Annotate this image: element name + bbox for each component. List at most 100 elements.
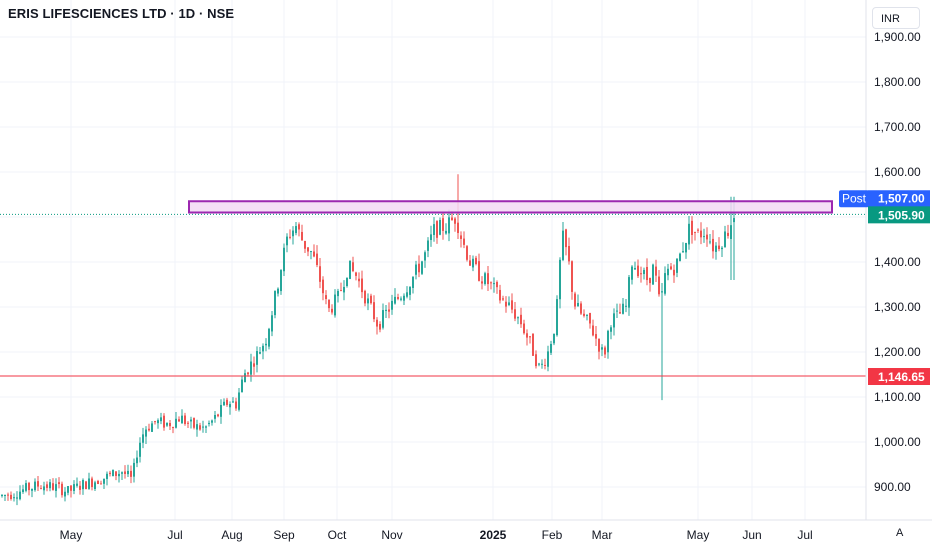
candle-body [535, 354, 537, 367]
candle-body [385, 309, 387, 311]
candle-body [715, 245, 717, 252]
candle-body [577, 302, 579, 307]
auto-scale-button[interactable]: A [896, 527, 904, 539]
candle-body [505, 301, 507, 307]
candle-body [727, 232, 729, 236]
candle-body [565, 229, 567, 248]
candle-body [310, 251, 312, 253]
price-axis[interactable]: 900.00 1,000.00 1,100.00 1,200.00 1,300.00 1,… [874, 30, 921, 494]
candle-body [490, 282, 492, 284]
candle-body [169, 422, 171, 427]
candle-body [442, 218, 444, 231]
candle-body [184, 415, 186, 424]
candle-body [226, 399, 228, 405]
candle-body [463, 238, 465, 245]
candle-body [469, 260, 471, 266]
price-tick-label: 1,900.00 [874, 30, 921, 44]
candle-body [379, 323, 381, 330]
candle-body [166, 422, 168, 426]
candle-body [400, 298, 402, 300]
candle-body [76, 483, 78, 486]
candle-body [109, 472, 111, 475]
candle-body [247, 372, 249, 375]
candle-body [67, 486, 69, 493]
candle-body [127, 470, 129, 475]
candle-body [181, 415, 183, 424]
candle-body [691, 220, 693, 235]
candle-body [574, 293, 576, 307]
candle-body [439, 219, 441, 235]
candle-body [211, 420, 213, 423]
last-price-text: 1,505.90 [878, 208, 925, 222]
candle-body [655, 266, 657, 276]
candle-body [433, 224, 435, 236]
post-tag [839, 190, 869, 208]
price-tick-label: 1,400.00 [874, 255, 921, 269]
candle-body [79, 485, 81, 490]
time-axis[interactable]: May Jul Aug Sep Oct Nov 2025 Feb Mar May Jun Jul [60, 528, 813, 542]
candle-body [583, 313, 585, 316]
post-price-text: 1,507.00 [878, 191, 925, 205]
candle-body [190, 419, 192, 422]
candle-body [13, 497, 15, 499]
candle-body [640, 273, 642, 275]
candle-body [526, 333, 528, 338]
candle-body [274, 291, 276, 316]
candle-body [466, 246, 468, 260]
candle-body [91, 478, 93, 488]
resistance-zone [188, 200, 833, 214]
candle-body [649, 277, 651, 284]
candle-body [238, 392, 240, 410]
candle-body [541, 363, 543, 365]
candle-body [364, 290, 366, 304]
candle-body [157, 420, 159, 424]
candle-body [295, 226, 297, 234]
candle-body [136, 457, 138, 464]
candle-body [334, 294, 336, 316]
candle-body [34, 481, 36, 491]
candle-body [619, 312, 621, 314]
candle-body [349, 260, 351, 279]
time-tick-label: Nov [381, 528, 402, 542]
candle-body [346, 277, 348, 286]
time-tick-label: Aug [221, 528, 242, 542]
candle-body [637, 265, 639, 277]
candle-body [376, 319, 378, 327]
candle-body [607, 330, 609, 353]
candle-body [241, 379, 243, 393]
candle-body [85, 481, 87, 490]
currency-selector[interactable]: INR [872, 7, 920, 29]
candle-body [382, 310, 384, 328]
candle-body [496, 282, 498, 288]
candle-body [352, 262, 354, 272]
candle-body [694, 231, 696, 233]
candle-body [592, 325, 594, 336]
candle-body [265, 343, 267, 346]
candle-body [298, 224, 300, 230]
candle-body [280, 270, 282, 292]
candle-body [112, 469, 114, 476]
candle-body [100, 483, 102, 485]
post-price-label [868, 190, 930, 208]
candle-body [208, 422, 210, 425]
candle-body [487, 273, 489, 285]
candle-body [484, 273, 486, 284]
candle-body [301, 231, 303, 241]
candle-body [331, 308, 333, 313]
candle-body [673, 269, 675, 276]
candle-body [706, 234, 708, 240]
candle-body [670, 266, 672, 270]
symbol-title[interactable]: ERIS LIFESCIENCES LTD · 1D · NSE [8, 6, 235, 21]
candle-body [682, 251, 684, 253]
candle-body [688, 223, 690, 245]
time-tick-label: Jun [742, 528, 761, 542]
candle-body [148, 428, 150, 431]
candle-body [595, 334, 597, 339]
candle-body [523, 323, 525, 334]
candle-body [271, 315, 273, 332]
candle-body [478, 261, 480, 281]
candle-body [634, 267, 636, 270]
candle-body [553, 333, 555, 344]
candle-body [1, 494, 3, 497]
